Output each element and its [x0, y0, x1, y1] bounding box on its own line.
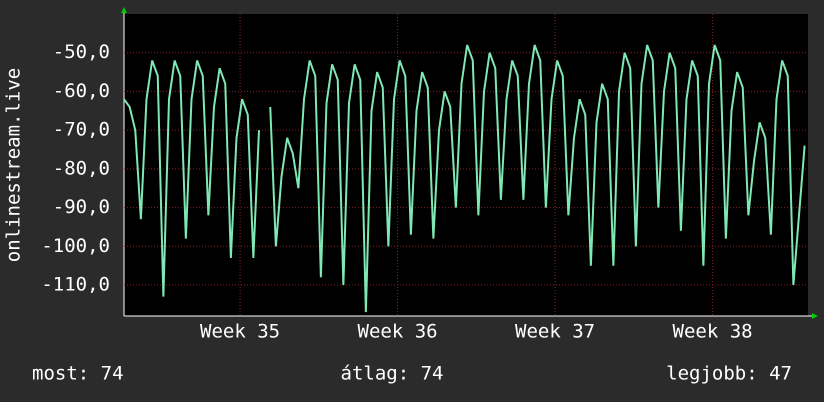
- y-tick-label: -110,0: [41, 274, 110, 296]
- y-tick-label: -100,0: [41, 235, 110, 257]
- x-arrow: [812, 313, 818, 319]
- stat-best: legjobb: 47: [666, 363, 792, 385]
- x-tick-label: Week 38: [673, 321, 753, 343]
- y-tick-label: -70,0: [53, 119, 110, 141]
- y-axis-label: onlinestream.live: [3, 68, 25, 262]
- y-tick-label: -50,0: [53, 41, 110, 63]
- x-tick-label: Week 37: [515, 321, 595, 343]
- y-tick-label: -90,0: [53, 196, 110, 218]
- y-tick-label: -60,0: [53, 80, 110, 102]
- stat-current: most: 74: [32, 363, 124, 385]
- x-tick-label: Week 36: [358, 321, 438, 343]
- x-tick-label: Week 35: [200, 321, 280, 343]
- data-line: [123, 44, 806, 313]
- y-arrow: [121, 7, 127, 13]
- y-tick-label: -80,0: [53, 157, 110, 179]
- stat-average: átlag: 74: [341, 363, 444, 385]
